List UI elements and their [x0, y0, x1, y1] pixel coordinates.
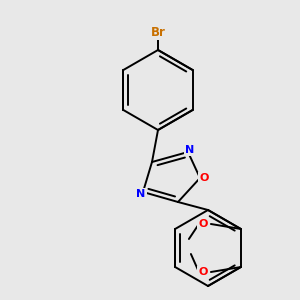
Text: O: O [198, 267, 208, 277]
Text: O: O [198, 219, 208, 229]
Text: O: O [199, 173, 209, 183]
Text: N: N [136, 189, 146, 199]
Text: Br: Br [151, 26, 165, 38]
Text: N: N [185, 145, 195, 155]
